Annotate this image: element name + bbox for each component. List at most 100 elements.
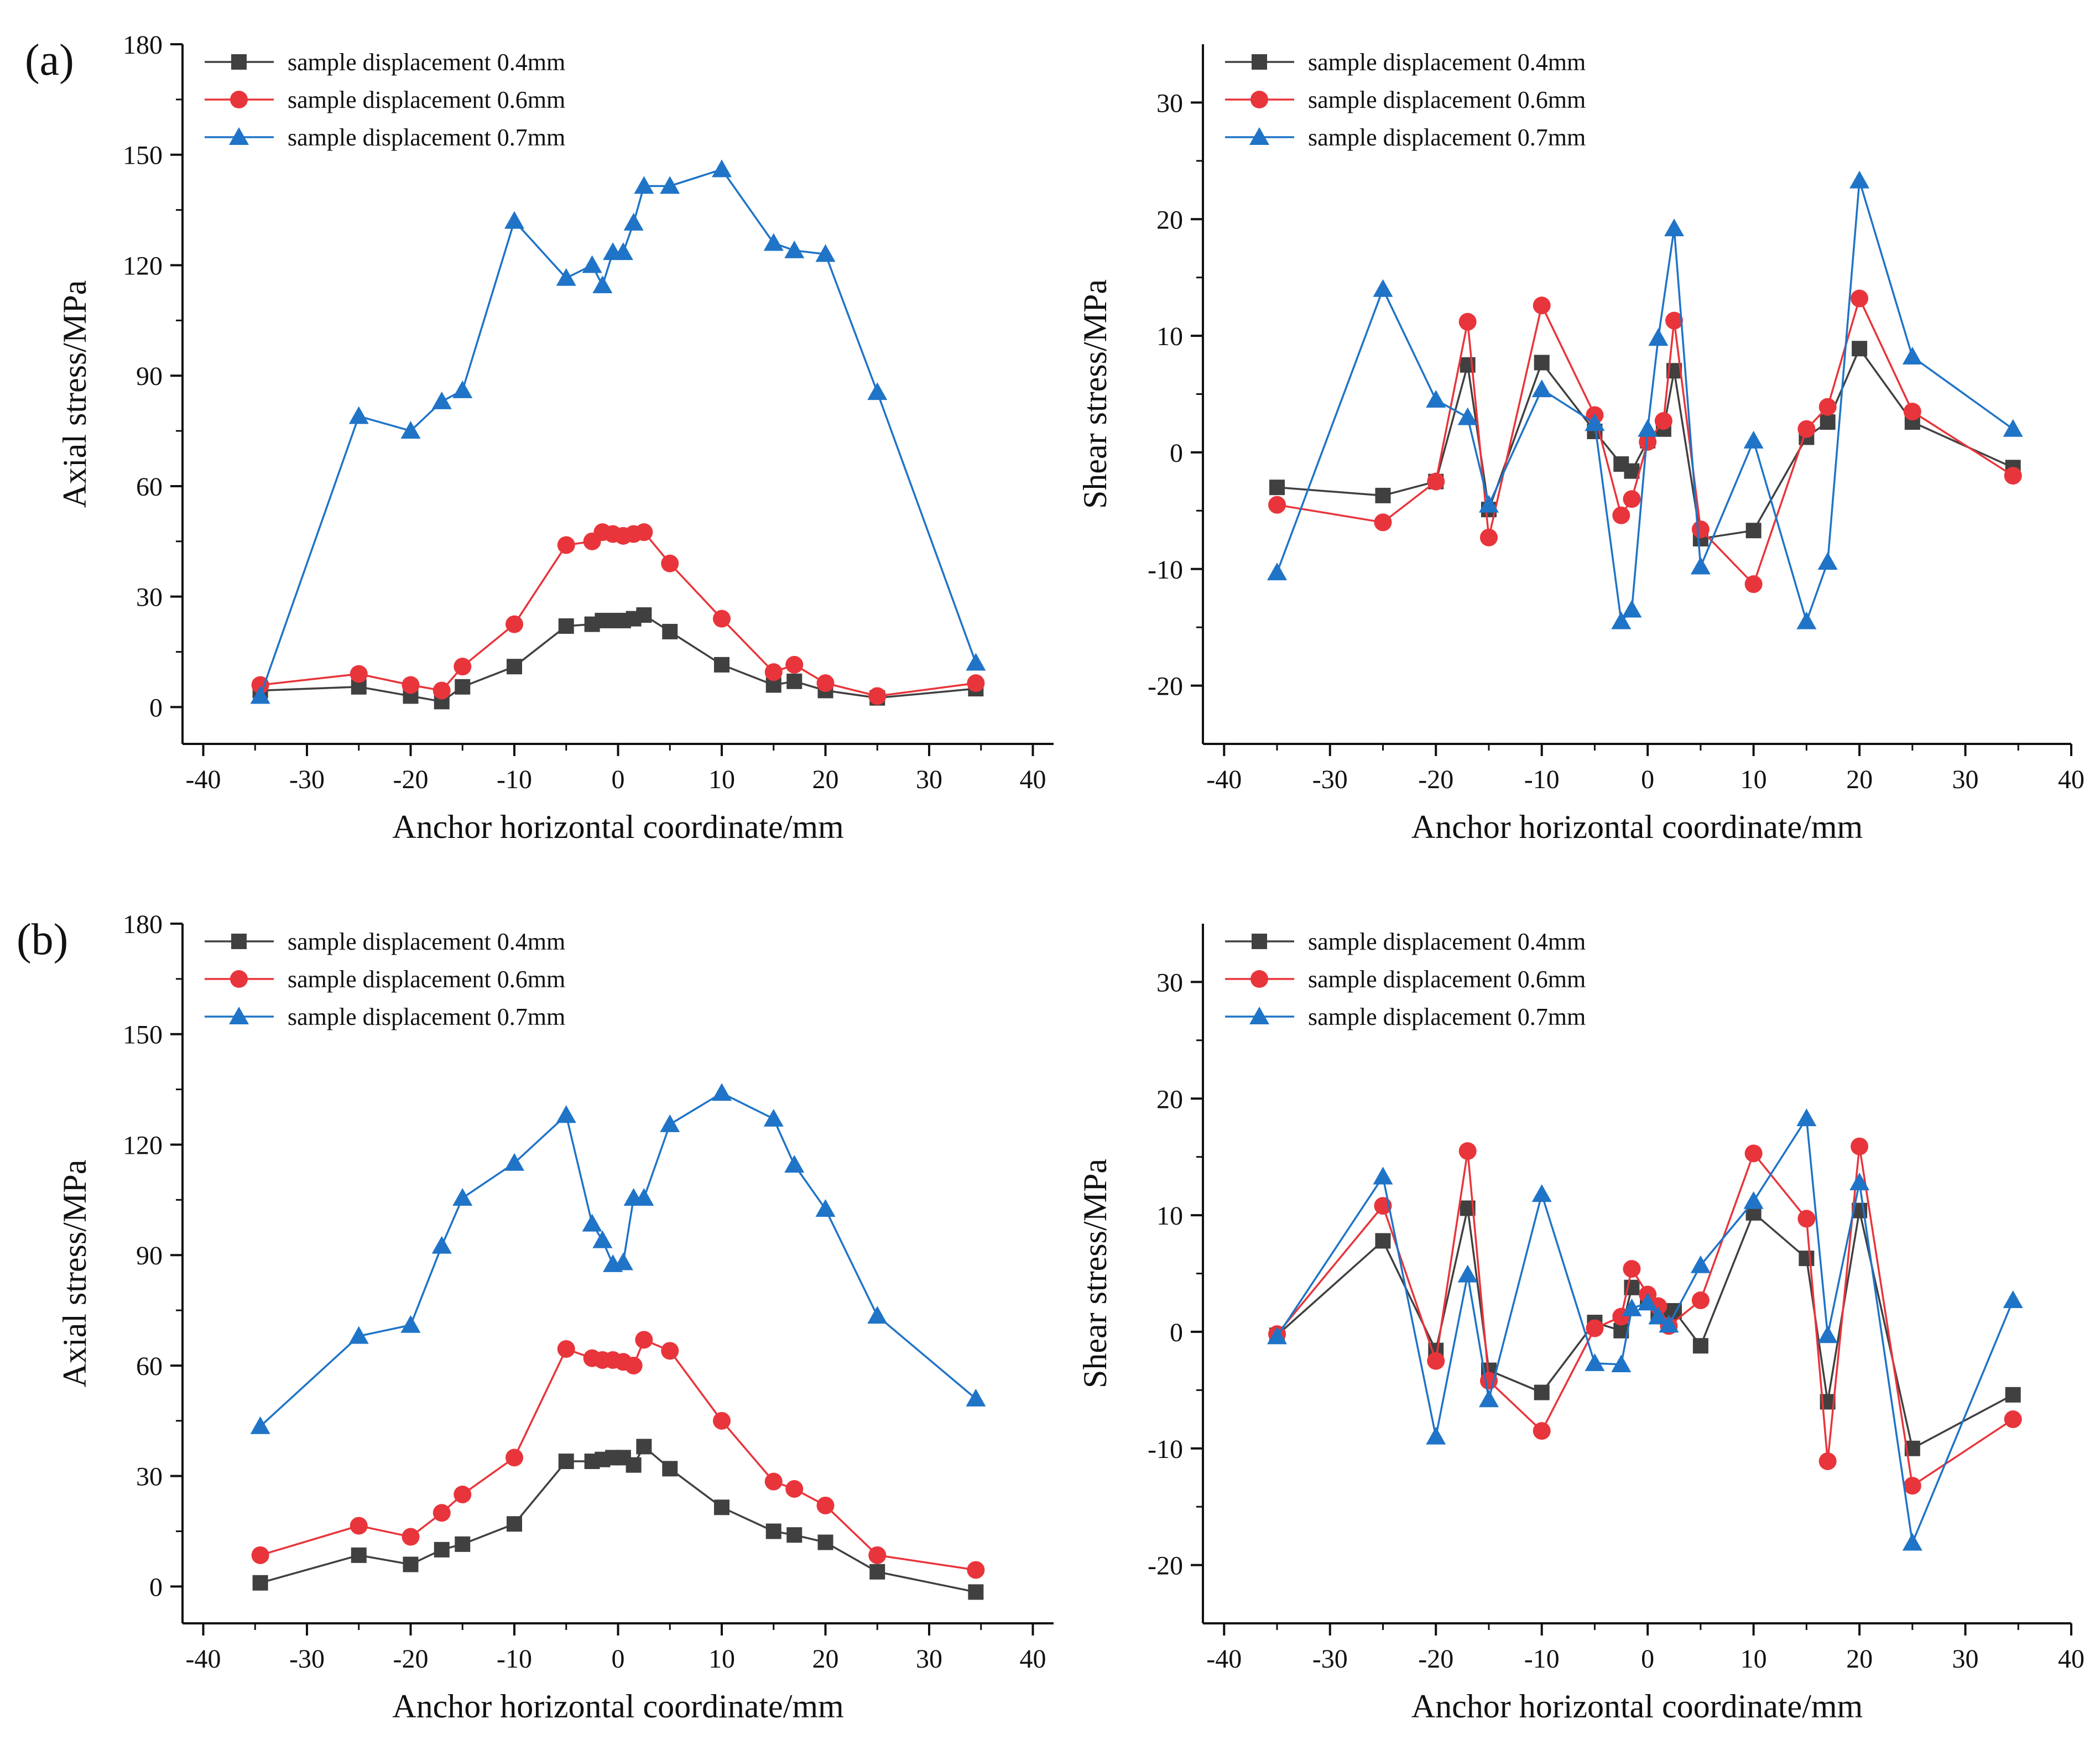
- x-tick-label: -40: [186, 765, 221, 794]
- data-point-series-2: [1479, 528, 1498, 546]
- data-point-series-2: [1623, 1260, 1641, 1278]
- data-point-series-2: [1744, 1144, 1763, 1163]
- data-point-series-1: [662, 623, 678, 639]
- x-tick-label: 20: [1846, 1644, 1873, 1674]
- y-tick-label: 20: [1156, 205, 1183, 235]
- x-tick-label: 30: [916, 1644, 942, 1674]
- data-point-series-1: [252, 1575, 268, 1591]
- data-point-series-1: [1269, 480, 1285, 496]
- data-point-series-2: [1744, 575, 1763, 593]
- data-point-series-3: [431, 391, 452, 409]
- data-point-series-2: [1818, 1452, 1837, 1470]
- data-point-series-3: [1373, 1166, 1393, 1185]
- data-point-series-3: [452, 380, 473, 398]
- x-tick-label: 10: [1741, 765, 1767, 794]
- data-point-series-3: [763, 1108, 784, 1127]
- y-axis-title: Shear stress/MPa: [1077, 279, 1113, 509]
- x-tick-label: 0: [612, 765, 625, 794]
- data-point-series-3: [867, 382, 888, 400]
- data-point-series-2: [1612, 506, 1630, 524]
- x-tick-label: -40: [1206, 1644, 1242, 1674]
- data-point-series-1: [714, 657, 729, 673]
- data-point-series-2: [432, 1504, 451, 1522]
- data-point-series-2: [432, 681, 451, 700]
- data-point-series-3: [1690, 1255, 1711, 1273]
- data-point-series-3: [660, 1114, 680, 1132]
- x-tick-label: 30: [1952, 1644, 1979, 1674]
- y-tick-label: 30: [136, 583, 163, 612]
- data-point-series-3: [1531, 379, 1552, 398]
- data-point-series-3: [1267, 1326, 1288, 1345]
- legend-label-2: sample displacement 0.6mm: [288, 86, 565, 113]
- data-point-series-3: [1457, 1264, 1478, 1283]
- data-point-series-1: [817, 1534, 833, 1550]
- y-tick-label: 120: [123, 1131, 163, 1160]
- x-tick-label: 10: [708, 1644, 735, 1674]
- legend-marker-3: [1249, 127, 1269, 145]
- y-tick-label: 60: [136, 472, 163, 502]
- x-tick-label: -30: [1312, 1644, 1348, 1674]
- legend-label-3: sample displacement 0.7mm: [288, 124, 565, 151]
- x-tick-label: -20: [393, 765, 429, 794]
- x-tick-label: 30: [916, 765, 942, 794]
- data-point-series-2: [1797, 1210, 1816, 1228]
- data-point-series-1: [507, 1516, 522, 1532]
- data-point-series-3: [1585, 1353, 1605, 1371]
- data-point-series-3: [763, 233, 784, 251]
- data-point-series-1: [558, 1454, 574, 1470]
- y-axis-title: Axial stress/MPa: [56, 280, 93, 508]
- data-point-series-3: [1743, 1191, 1764, 1209]
- data-point-series-3: [556, 1105, 576, 1123]
- data-point-series-3: [1611, 611, 1632, 629]
- data-point-series-3: [712, 159, 732, 178]
- data-point-series-3: [1648, 1306, 1669, 1325]
- legend-label-3: sample displacement 0.7mm: [1308, 124, 1586, 151]
- legend-marker-1: [231, 934, 247, 949]
- data-point-series-2: [506, 615, 523, 633]
- y-tick-label: 0: [149, 1572, 163, 1602]
- data-point-series-1: [507, 659, 522, 675]
- data-point-series-1: [1745, 523, 1762, 539]
- series-line-3: [1276, 180, 2014, 625]
- data-point-series-1: [714, 1499, 729, 1515]
- y-tick-label: -10: [1148, 1435, 1183, 1464]
- data-point-series-2: [350, 665, 368, 683]
- data-point-series-3: [1638, 1293, 1658, 1311]
- data-point-series-1: [558, 618, 574, 634]
- data-point-series-3: [1531, 1184, 1552, 1202]
- data-point-series-2: [1654, 412, 1672, 430]
- data-point-series-1: [786, 1527, 803, 1543]
- x-tick-label: 0: [1641, 765, 1654, 794]
- x-tick-label: 20: [1846, 765, 1873, 794]
- data-point-series-2: [816, 1496, 835, 1514]
- series-line-1: [260, 1445, 976, 1593]
- legend-marker-3: [229, 1007, 249, 1024]
- legend-marker-2: [230, 970, 248, 988]
- legend-marker-2: [1250, 91, 1268, 108]
- y-tick-label: 90: [136, 1241, 163, 1270]
- data-point-series-2: [1427, 472, 1445, 491]
- data-point-series-2: [661, 1342, 679, 1360]
- y-tick-label: 20: [1156, 1085, 1183, 1114]
- data-point-series-1: [1375, 487, 1391, 503]
- data-point-series-2: [1268, 496, 1286, 514]
- y-tick-label: 30: [136, 1462, 163, 1492]
- data-point-series-3: [1611, 1354, 1632, 1372]
- data-point-series-3: [504, 1153, 524, 1171]
- data-point-series-2: [1427, 1352, 1445, 1370]
- data-point-series-2: [816, 674, 835, 692]
- data-point-series-1: [434, 1541, 450, 1558]
- y-tick-label: 30: [1156, 88, 1183, 118]
- data-point-series-2: [1458, 1142, 1477, 1160]
- data-point-series-2: [1458, 312, 1477, 331]
- data-point-series-2: [1903, 403, 1921, 421]
- data-point-series-3: [1690, 556, 1711, 575]
- y-tick-label: 150: [123, 1020, 163, 1050]
- x-axis-title: Anchor horizontal coordinate/mm: [1411, 809, 1863, 845]
- data-point-series-3: [613, 242, 633, 261]
- data-point-series-3: [400, 421, 421, 439]
- x-tick-label: -30: [1312, 765, 1348, 794]
- x-tick-label: -30: [289, 765, 325, 794]
- legend-marker-3: [229, 127, 249, 145]
- data-point-series-2: [1691, 1291, 1710, 1309]
